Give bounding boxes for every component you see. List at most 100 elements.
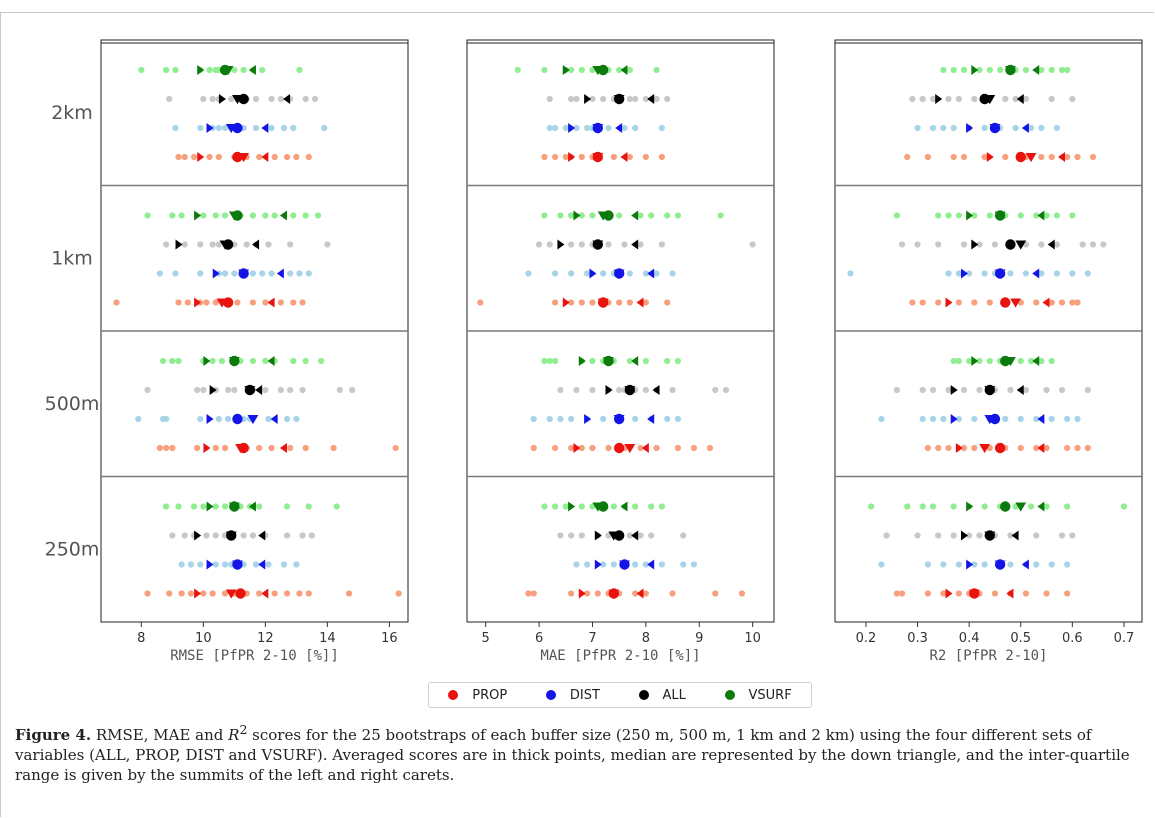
- point-mae-250m-vsurf: [578, 503, 585, 510]
- point-r2-250m-dist: [981, 561, 988, 568]
- point-rmse-500m-dist: [265, 415, 272, 423]
- point-rmse-2km-vsurf: [206, 66, 213, 74]
- point-rmse-2km-all: [252, 95, 260, 103]
- point-rmse-1km-prop: [299, 299, 306, 306]
- q1-caret-mae-1km-dist: [589, 268, 597, 279]
- point-r2-2km-dist: [1038, 124, 1045, 132]
- point-rmse-500m-prop: [302, 444, 309, 452]
- panel-mae-tick-label: 10: [744, 631, 761, 646]
- point-mae-2km-prop: [541, 153, 548, 161]
- q1-caret-r2-250m-prop: [945, 588, 953, 599]
- median-triangle-r2-2km-vsurf: [1005, 65, 1016, 76]
- point-mae-250m-prop: [568, 590, 575, 597]
- point-rmse-2km-all: [166, 95, 173, 103]
- point-rmse-2km-all: [209, 95, 216, 103]
- q3-caret-rmse-500m-all: [255, 385, 263, 395]
- median-triangle-r2-1km-dist: [994, 269, 1006, 279]
- point-mae-2km-vsurf: [568, 66, 575, 74]
- point-r2-1km-all: [991, 241, 999, 248]
- q3-caret-r2-1km-vsurf: [1037, 210, 1045, 221]
- point-r2-500m-all: [1022, 386, 1030, 394]
- point-mae-500m-all: [616, 386, 623, 394]
- median-triangle-rmse-500m-prop: [235, 443, 246, 454]
- point-r2-500m-vsurf: [966, 357, 973, 365]
- point-r2-500m-prop: [945, 444, 952, 452]
- panel-r2-tick-label: 0.7: [1114, 631, 1135, 646]
- panel-mae-tick-label: 7: [588, 631, 596, 646]
- point-mae-1km-dist: [653, 270, 660, 277]
- point-mae-500m-prop: [530, 444, 537, 452]
- median-triangle-rmse-500m-all: [244, 385, 256, 396]
- legend-label-prop: PROP: [472, 687, 508, 703]
- median-triangle-mae-1km-prop: [597, 298, 609, 308]
- point-r2-500m-all: [919, 386, 926, 394]
- point-mae-1km-all: [546, 241, 553, 248]
- point-rmse-250m-prop: [345, 590, 353, 597]
- panel-rmse-tick-label: 10: [195, 631, 212, 646]
- q3-caret-mae-1km-prop: [636, 297, 644, 308]
- q3-caret-r2-250m-dist: [1021, 559, 1029, 570]
- point-r2-500m-prop: [1074, 444, 1081, 452]
- point-r2-1km-all: [1079, 241, 1086, 248]
- point-r2-500m-vsurf: [950, 357, 957, 365]
- point-rmse-500m-vsurf: [249, 357, 257, 365]
- q3-caret-rmse-2km-dist: [261, 123, 269, 133]
- q1-caret-r2-1km-prop: [945, 297, 953, 308]
- panel-rmse-tick-label: 12: [257, 631, 274, 646]
- point-mae-250m-vsurf: [551, 503, 559, 510]
- median-triangle-mae-250m-vsurf: [592, 502, 604, 512]
- point-r2-500m-all: [893, 386, 901, 394]
- point-r2-1km-prop: [1048, 299, 1055, 306]
- point-r2-2km-vsurf: [1048, 66, 1055, 74]
- point-r2-2km-dist: [981, 124, 988, 132]
- point-rmse-1km-all: [181, 241, 188, 248]
- point-r2-500m-prop: [1043, 444, 1050, 452]
- point-r2-1km-vsurf: [1017, 212, 1024, 219]
- median-triangle-r2-1km-prop: [1010, 298, 1021, 308]
- point-r2-500m-dist: [1002, 415, 1009, 423]
- median-triangle-r2-1km-all: [1015, 240, 1027, 250]
- point-rmse-250m-all: [212, 532, 219, 539]
- point-rmse-500m-vsurf: [302, 357, 309, 365]
- panel-mae-tick-label: 6: [535, 631, 543, 646]
- point-r2-2km-prop: [1064, 153, 1071, 161]
- point-r2-2km-vsurf: [986, 66, 993, 74]
- point-rmse-250m-all: [169, 532, 176, 539]
- point-rmse-2km-dist: [197, 124, 204, 132]
- point-r2-250m-vsurf: [1043, 503, 1050, 510]
- point-r2-250m-dist: [940, 561, 947, 568]
- point-rmse-2km-dist: [268, 124, 275, 132]
- point-r2-250m-prop: [955, 590, 962, 597]
- point-r2-2km-prop: [924, 153, 931, 161]
- median-triangle-rmse-500m-vsurf: [228, 356, 240, 367]
- point-mae-500m-dist: [568, 415, 575, 423]
- q1-caret-r2-2km-all: [935, 94, 943, 104]
- point-rmse-250m-prop: [144, 590, 151, 597]
- point-mae-500m-prop: [568, 444, 575, 452]
- point-mae-500m-prop: [578, 444, 585, 452]
- point-rmse-500m-vsurf: [169, 357, 176, 365]
- point-rmse-1km-vsurf: [144, 212, 151, 219]
- point-r2-1km-vsurf: [1033, 212, 1040, 219]
- point-rmse-250m-all: [283, 532, 291, 539]
- point-rmse-250m-prop: [296, 590, 303, 597]
- point-r2-1km-dist: [847, 270, 854, 277]
- q3-caret-r2-500m-dist: [1037, 414, 1045, 424]
- point-rmse-250m-dist: [252, 561, 260, 568]
- point-r2-2km-all: [929, 95, 937, 103]
- point-rmse-1km-dist: [305, 270, 312, 277]
- point-rmse-500m-vsurf: [209, 357, 216, 365]
- point-r2-250m-all: [966, 532, 973, 539]
- point-r2-1km-vsurf: [971, 212, 978, 219]
- point-mae-250m-prop: [632, 590, 639, 597]
- point-mae-250m-dist: [680, 561, 687, 568]
- point-mae-500m-vsurf: [626, 357, 633, 365]
- point-r2-2km-prop: [950, 153, 957, 161]
- median-triangle-r2-250m-prop: [968, 589, 980, 599]
- q1-caret-mae-1km-prop: [562, 297, 570, 308]
- caption-text-a: RMSE, MAE and: [91, 726, 229, 744]
- legend-item-prop: PROP: [448, 688, 507, 703]
- median-triangle-mae-2km-vsurf: [592, 65, 604, 76]
- median-triangle-mae-500m-vsurf: [603, 356, 614, 367]
- point-mae-250m-prop: [584, 590, 591, 597]
